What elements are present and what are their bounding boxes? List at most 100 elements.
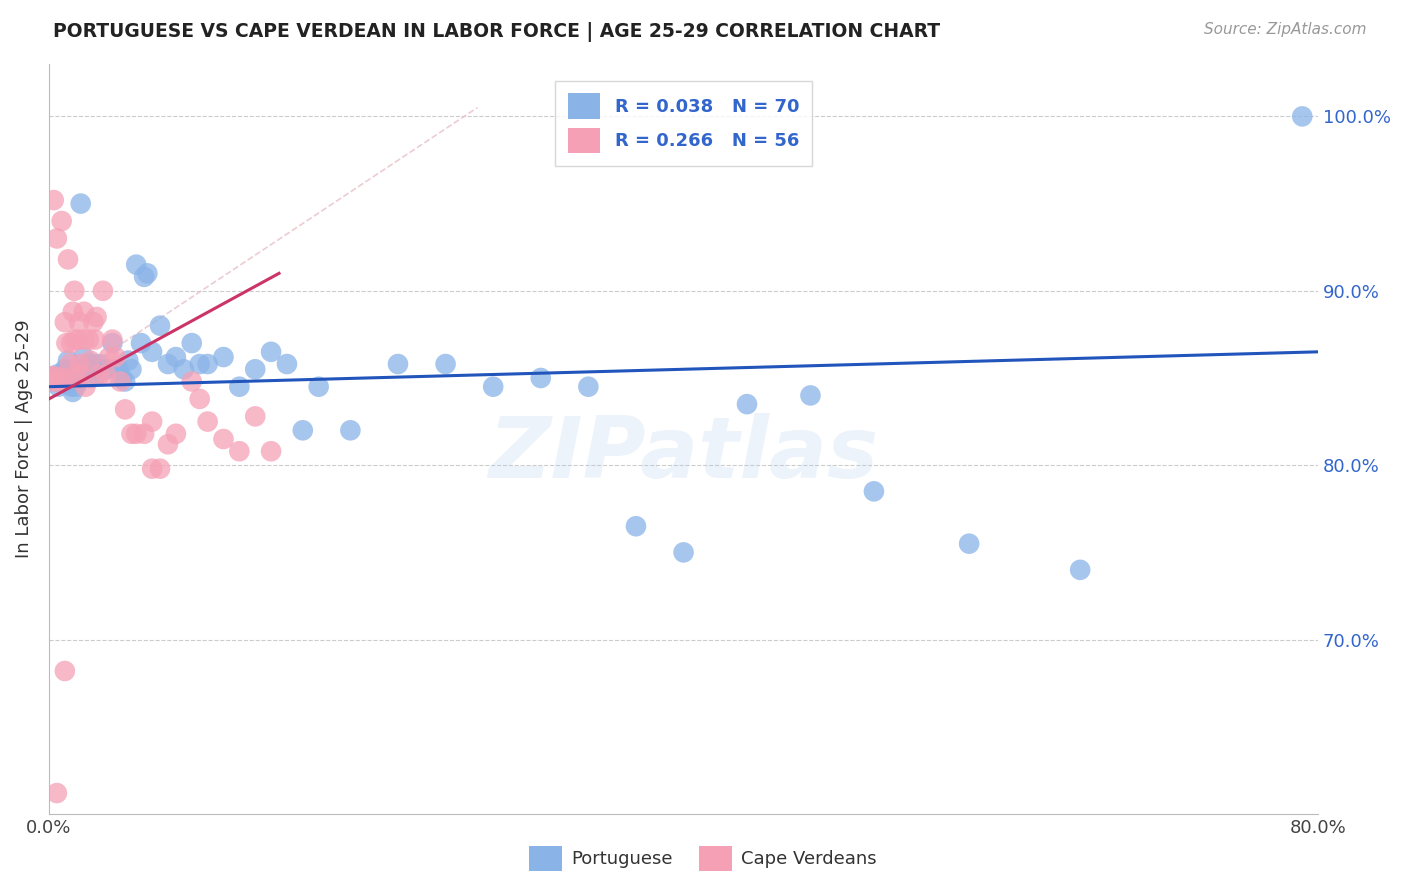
Point	[125, 258, 148, 272]
Point	[60, 336, 83, 351]
Point	[276, 357, 298, 371]
Point	[52, 371, 75, 385]
Point	[125, 426, 148, 441]
Point	[41, 375, 63, 389]
Point	[245, 362, 267, 376]
Point	[45, 231, 67, 245]
Point	[56, 252, 79, 267]
Point	[79, 353, 101, 368]
Point	[156, 357, 179, 371]
Point	[387, 357, 409, 371]
Point	[63, 333, 86, 347]
Point	[141, 461, 163, 475]
Point	[1069, 563, 1091, 577]
Point	[134, 269, 156, 284]
Point	[94, 368, 117, 382]
Point	[73, 304, 96, 318]
Point	[957, 536, 980, 550]
Point	[65, 380, 87, 394]
Point	[107, 362, 129, 376]
Point	[141, 344, 163, 359]
Point	[576, 380, 599, 394]
Point	[1291, 109, 1313, 123]
Point	[260, 344, 283, 359]
Point	[42, 193, 65, 207]
Point	[67, 315, 90, 329]
Point	[482, 380, 505, 394]
Point	[197, 415, 219, 429]
Point	[51, 214, 73, 228]
Point	[110, 375, 132, 389]
Point	[111, 371, 134, 385]
Point	[42, 371, 65, 385]
Point	[69, 196, 91, 211]
Point	[104, 350, 127, 364]
Point	[77, 357, 100, 371]
Point	[104, 362, 127, 376]
Point	[84, 333, 107, 347]
Point	[53, 664, 76, 678]
Point	[58, 375, 80, 389]
Point	[97, 362, 120, 376]
Point	[165, 350, 187, 364]
Point	[51, 375, 73, 389]
Point	[58, 357, 80, 371]
Point	[39, 369, 62, 384]
Point	[73, 350, 96, 364]
Point	[48, 380, 70, 394]
Point	[65, 368, 87, 382]
Point	[79, 362, 101, 376]
Point	[134, 426, 156, 441]
Point	[212, 350, 235, 364]
Point	[165, 426, 187, 441]
Point	[101, 336, 124, 351]
Point	[89, 368, 111, 382]
Point	[114, 375, 136, 389]
Point	[63, 362, 86, 376]
Point	[188, 357, 211, 371]
Y-axis label: In Labor Force | Age 25-29: In Labor Force | Age 25-29	[15, 319, 32, 558]
Point	[173, 362, 195, 376]
Point	[89, 357, 111, 371]
Point	[60, 380, 83, 394]
Point	[52, 366, 75, 380]
Point	[75, 362, 97, 376]
Point	[91, 284, 114, 298]
Point	[63, 284, 86, 298]
Point	[86, 368, 108, 382]
Text: ZIPatlas: ZIPatlas	[488, 412, 879, 496]
Point	[42, 371, 65, 385]
Point	[41, 371, 63, 385]
Point	[56, 353, 79, 368]
Point	[69, 368, 91, 382]
Point	[156, 437, 179, 451]
Point	[228, 444, 250, 458]
Point	[291, 423, 314, 437]
Point	[101, 333, 124, 347]
Point	[188, 392, 211, 406]
Point	[44, 369, 66, 384]
Point	[82, 357, 104, 371]
Point	[49, 369, 72, 384]
Point	[62, 384, 84, 399]
Point	[141, 415, 163, 429]
Point	[51, 375, 73, 389]
Point	[93, 362, 115, 376]
Point	[863, 484, 886, 499]
Point	[117, 353, 139, 368]
Point	[67, 357, 90, 371]
Point	[73, 333, 96, 347]
Point	[735, 397, 758, 411]
Point	[260, 444, 283, 458]
Point	[55, 336, 77, 351]
Text: Source: ZipAtlas.com: Source: ZipAtlas.com	[1204, 22, 1367, 37]
Point	[149, 318, 172, 333]
Point	[530, 371, 553, 385]
Point	[53, 362, 76, 376]
Point	[672, 545, 695, 559]
Point	[80, 371, 103, 385]
Point	[72, 362, 94, 376]
Point	[180, 336, 202, 351]
Point	[136, 266, 159, 280]
Point	[45, 368, 67, 382]
